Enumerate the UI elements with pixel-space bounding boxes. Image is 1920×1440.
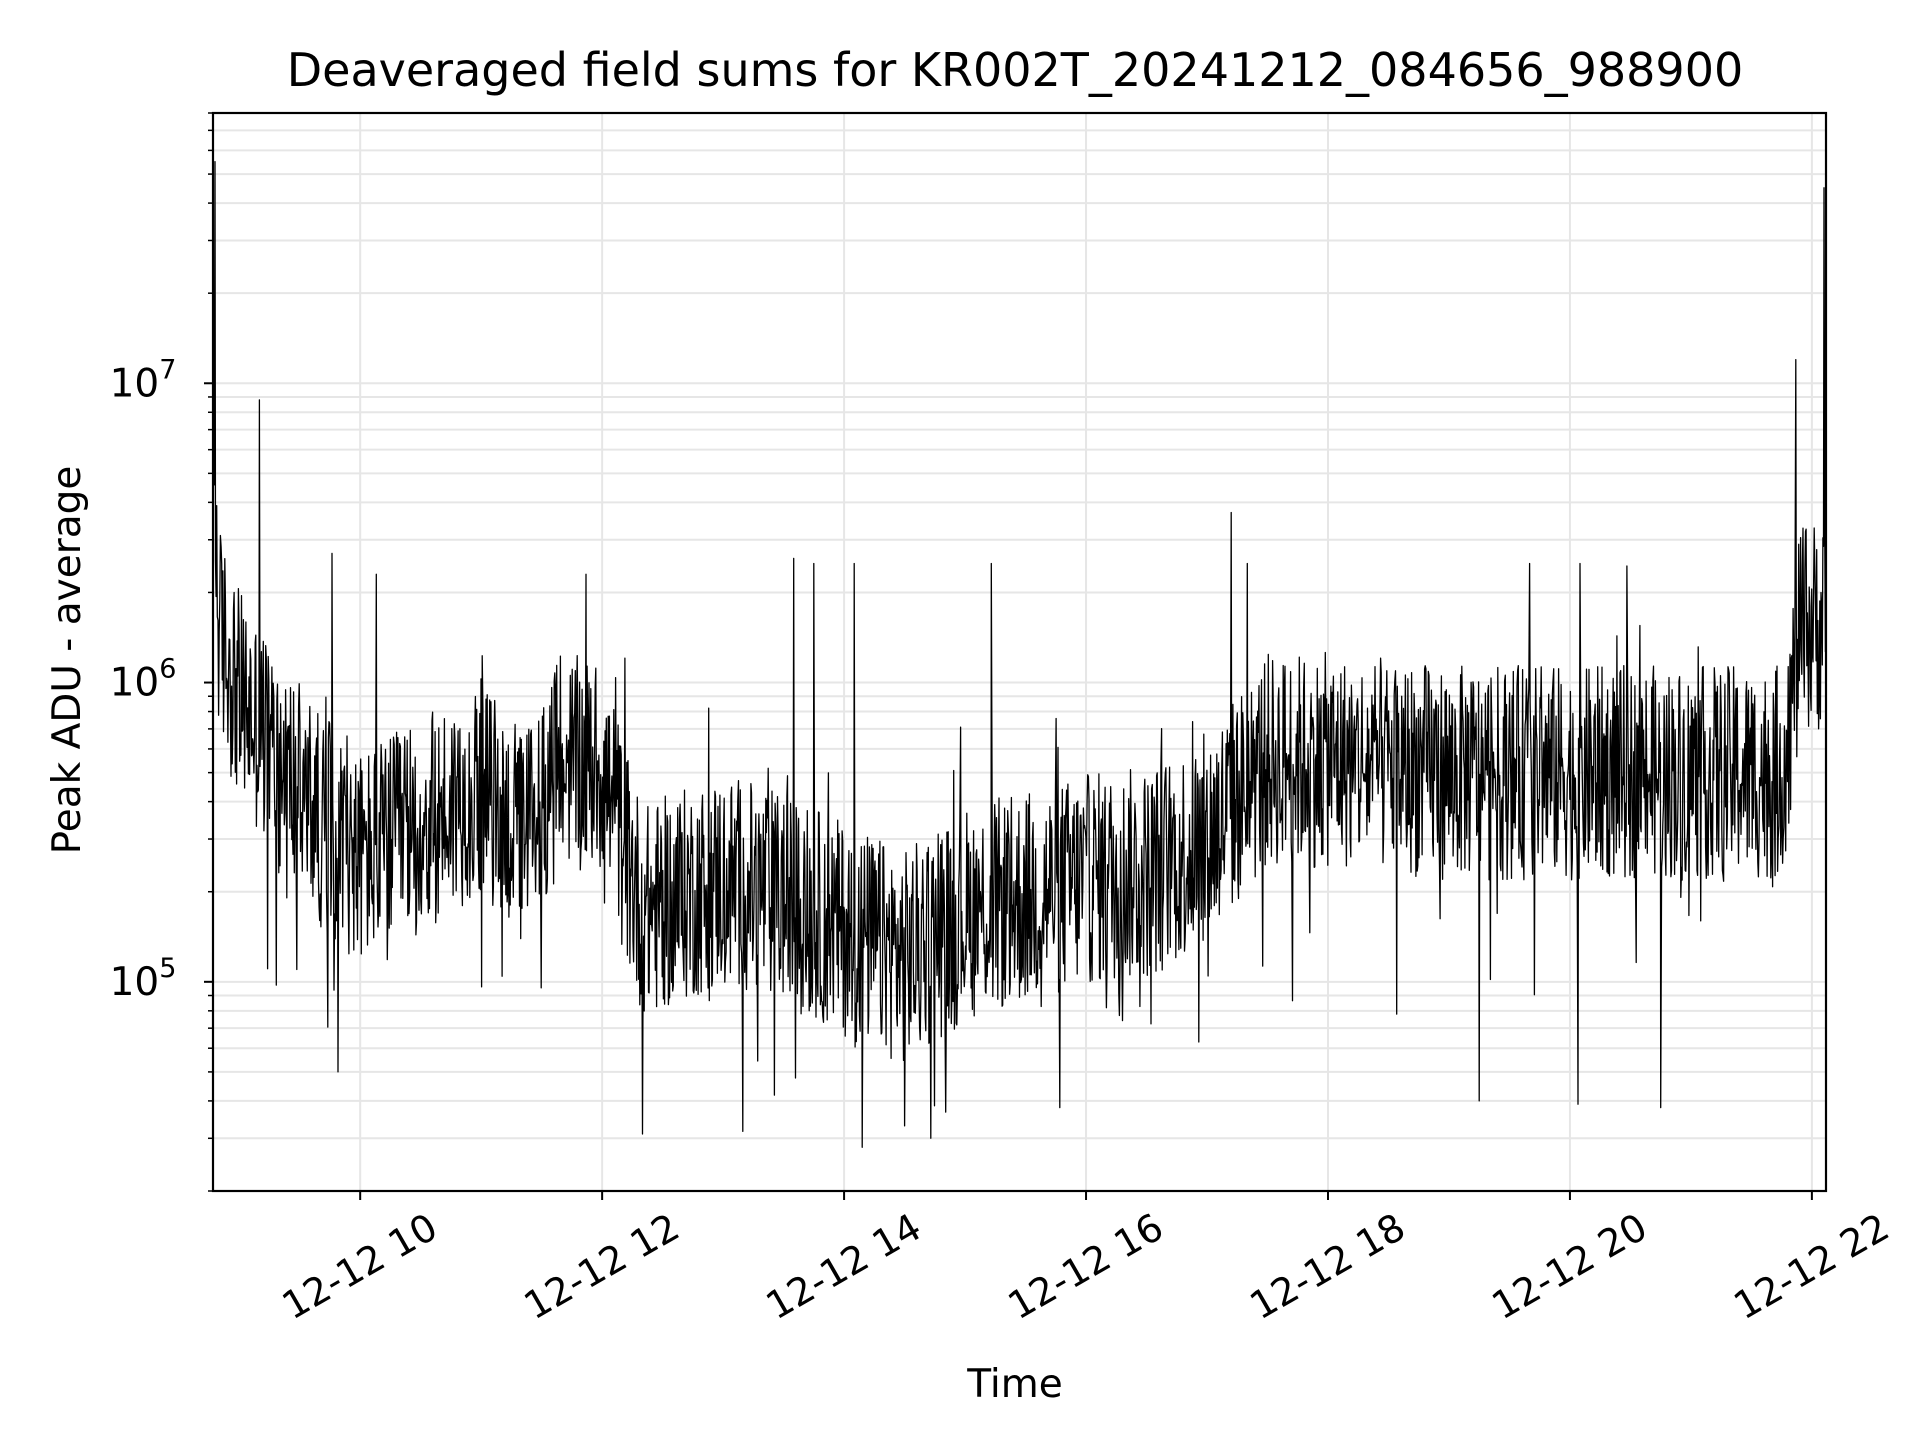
x-tick-label: 12-12 22 [1726,1205,1896,1329]
y-tick-label-base: 10 [110,361,160,406]
y-tick-label-exponent: 6 [159,654,176,685]
chart-title: Deaveraged field sums for KR002T_2024121… [287,43,1743,97]
x-axis-label: Time [966,1362,1062,1407]
x-tick-label: 12-12 16 [1001,1205,1171,1329]
x-tick-label: 12-12 18 [1243,1205,1413,1329]
x-tick-label: 12-12 14 [759,1205,929,1329]
x-tick-label: 12-12 20 [1484,1205,1654,1329]
x-tick-label: 12-12 10 [275,1205,445,1329]
series-layer [212,161,1827,1148]
x-tick-label: 12-12 12 [517,1205,687,1329]
y-tick-label-base: 10 [110,960,160,1005]
grid [213,112,1826,1192]
plot-frame [211,111,1828,1193]
y-tick-label-exponent: 7 [159,354,176,385]
y-tick-label-base: 10 [110,661,160,706]
y-tick-label: 106 [110,654,177,706]
series-line [212,161,1827,1148]
y-axis-label: Peak ADU - average [45,466,90,855]
y-tick-label-exponent: 5 [159,953,176,984]
y-tick-label: 107 [110,354,177,406]
y-tick-label: 105 [110,953,177,1005]
